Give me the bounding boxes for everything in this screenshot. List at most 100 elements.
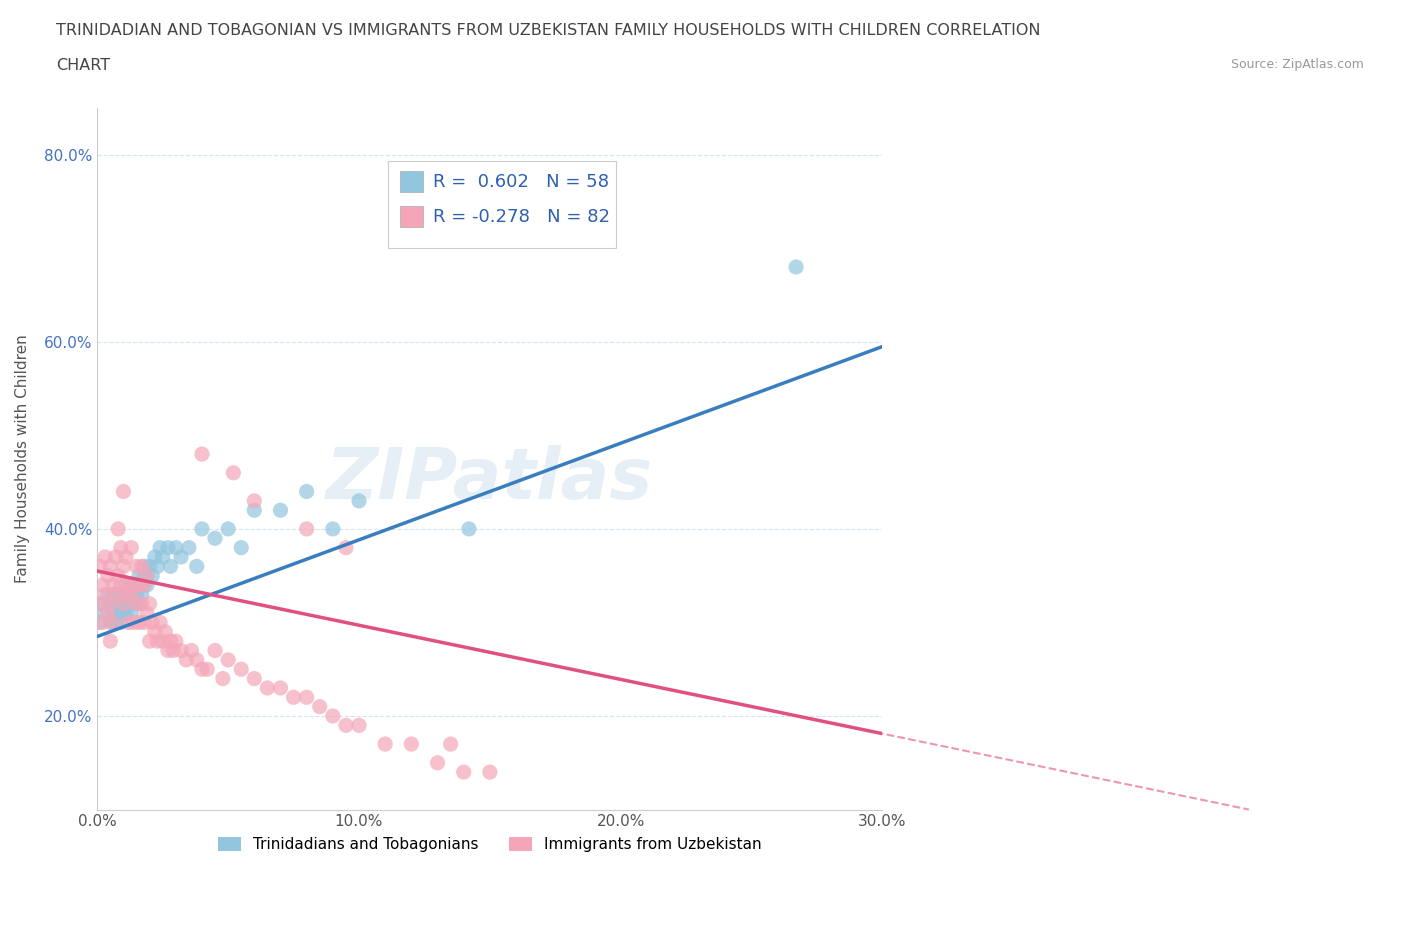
Point	[107, 605, 129, 620]
Point	[156, 643, 179, 658]
Point	[120, 587, 142, 602]
Point	[98, 559, 121, 574]
Point	[89, 596, 111, 611]
Point	[165, 633, 187, 648]
Point	[120, 540, 142, 555]
Point	[295, 522, 318, 537]
Text: Source: ZipAtlas.com: Source: ZipAtlas.com	[1230, 58, 1364, 71]
Point	[98, 633, 121, 648]
Point	[152, 550, 174, 565]
Point	[165, 540, 187, 555]
Point	[186, 559, 208, 574]
Point	[118, 587, 141, 602]
Point	[131, 578, 153, 592]
Text: CHART: CHART	[56, 58, 110, 73]
Point	[104, 615, 127, 630]
Point	[112, 559, 135, 574]
Point	[136, 578, 159, 592]
Point	[94, 605, 117, 620]
Point	[335, 718, 357, 733]
Point	[128, 596, 150, 611]
Point	[138, 596, 160, 611]
Point	[141, 615, 163, 630]
Point	[101, 587, 124, 602]
Point	[195, 662, 218, 677]
Point	[170, 550, 193, 565]
Point	[155, 624, 177, 639]
Point	[136, 568, 159, 583]
Point	[91, 615, 114, 630]
Point	[134, 568, 156, 583]
Point	[131, 596, 153, 611]
Point	[136, 568, 159, 583]
FancyBboxPatch shape	[399, 206, 423, 227]
Point	[125, 559, 148, 574]
Point	[146, 633, 169, 648]
Point	[97, 587, 120, 602]
Point	[118, 578, 141, 592]
Point	[231, 662, 253, 677]
Point	[149, 615, 172, 630]
Point	[131, 587, 153, 602]
Point	[125, 578, 148, 592]
Point	[180, 643, 202, 658]
Point	[174, 653, 197, 668]
FancyBboxPatch shape	[399, 171, 423, 193]
Point	[128, 615, 150, 630]
Point	[101, 615, 124, 630]
Point	[222, 465, 245, 480]
Point	[141, 568, 163, 583]
Point	[186, 653, 208, 668]
Point	[94, 587, 117, 602]
Point	[143, 624, 166, 639]
Point	[120, 605, 142, 620]
Point	[401, 737, 423, 751]
Text: TRINIDADIAN AND TOBAGONIAN VS IMMIGRANTS FROM UZBEKISTAN FAMILY HOUSEHOLDS WITH : TRINIDADIAN AND TOBAGONIAN VS IMMIGRANTS…	[56, 23, 1040, 38]
Point	[347, 718, 370, 733]
Point	[283, 690, 305, 705]
Point	[295, 690, 318, 705]
Point	[308, 699, 330, 714]
Point	[115, 587, 138, 602]
Point	[146, 559, 169, 574]
Point	[156, 540, 179, 555]
Point	[426, 755, 449, 770]
Point	[115, 550, 138, 565]
Point	[89, 559, 111, 574]
Point	[269, 681, 291, 696]
Point	[138, 559, 160, 574]
Point	[374, 737, 396, 751]
Point	[104, 587, 127, 602]
Point	[125, 596, 148, 611]
Point	[112, 596, 135, 611]
Text: R = -0.278   N = 82: R = -0.278 N = 82	[433, 207, 610, 226]
Point	[191, 522, 214, 537]
Point	[191, 662, 214, 677]
Point	[212, 671, 235, 686]
Point	[170, 643, 193, 658]
Point	[110, 596, 132, 611]
Point	[243, 494, 266, 509]
Point	[439, 737, 461, 751]
Point	[152, 633, 174, 648]
Point	[217, 653, 239, 668]
Point	[347, 494, 370, 509]
Point	[91, 578, 114, 592]
Point	[128, 578, 150, 592]
Point	[107, 587, 129, 602]
Point	[122, 578, 145, 592]
Point	[107, 568, 129, 583]
Point	[104, 596, 127, 611]
Point	[159, 633, 181, 648]
Point	[134, 559, 156, 574]
Point	[322, 709, 344, 724]
Point	[115, 605, 138, 620]
Point	[134, 615, 156, 630]
Point	[94, 550, 117, 565]
Point	[97, 605, 120, 620]
Point	[322, 522, 344, 537]
Point	[110, 615, 132, 630]
Point	[335, 540, 357, 555]
Point	[143, 550, 166, 565]
Point	[478, 764, 501, 779]
